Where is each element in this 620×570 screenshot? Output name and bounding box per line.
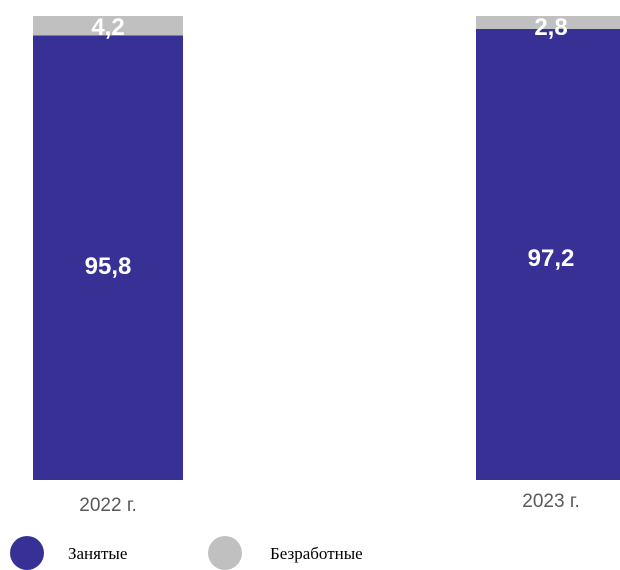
legend-marker-employed — [10, 536, 44, 570]
bar-employed-2 — [476, 28, 620, 480]
category-labels-group: 2022 г. 2023 г. — [79, 491, 579, 516]
bar-employed-1 — [33, 35, 183, 480]
bars-group — [33, 16, 620, 480]
data-label-employed-2: 97,2 — [528, 245, 575, 272]
category-label-1: 2022 г. — [79, 495, 136, 516]
data-label-unemployed-2: 2,8 — [534, 14, 567, 41]
category-label-2: 2023 г. — [522, 491, 579, 512]
bar-unemployed-2 — [476, 16, 620, 29]
data-label-employed-1: 95,8 — [85, 253, 132, 280]
legend: Занятые Безработные — [10, 536, 363, 570]
legend-label-employed: Занятые — [68, 544, 127, 563]
bar-unemployed-1 — [33, 16, 183, 36]
data-labels-group: 95,8 4,2 97,2 2,8 — [85, 14, 575, 280]
legend-label-unemployed: Безработные — [270, 544, 363, 563]
legend-marker-unemployed — [208, 536, 242, 570]
data-label-unemployed-1: 4,2 — [91, 14, 124, 41]
